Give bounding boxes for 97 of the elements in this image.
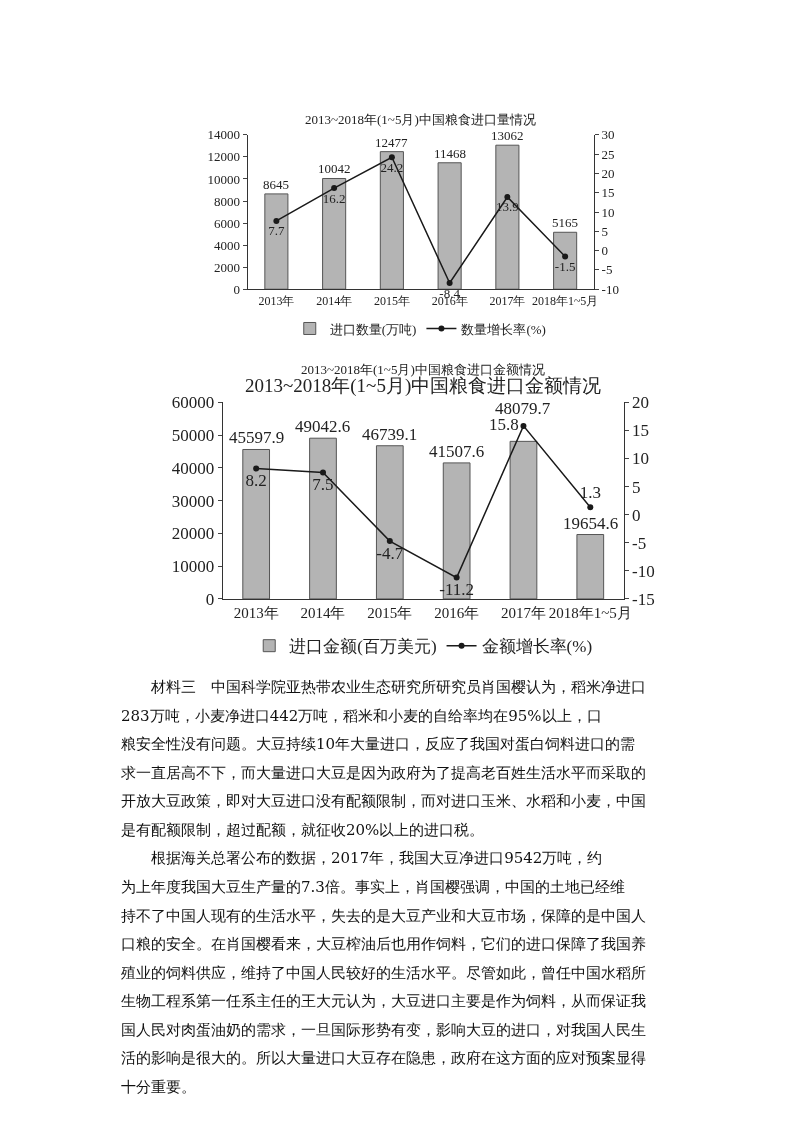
y2-tick-label: -5 [632, 533, 647, 553]
bar [576, 534, 605, 599]
point [388, 154, 395, 161]
data-label: 19654.6 [563, 514, 619, 533]
y2-tick-label: -10 [632, 561, 655, 581]
x-tick-label: 2017年 [489, 293, 526, 308]
y-tick-label: 40000 [171, 458, 215, 478]
bar [264, 193, 289, 290]
point [562, 253, 569, 260]
bar [495, 144, 520, 290]
data-label: 49042.6 [295, 417, 351, 436]
y2-tick-label: 25 [601, 146, 615, 162]
y2-tick-label: 15 [632, 421, 650, 441]
legend-label: 进口数量(万吨) [329, 321, 417, 337]
bar [322, 177, 347, 290]
point [319, 469, 326, 476]
point [273, 217, 280, 224]
data-label: 8645 [263, 177, 289, 192]
x-tick-label: 2015年 [373, 293, 410, 308]
y2-tick-label: -10 [601, 281, 619, 297]
data-label: 7.5 [312, 475, 334, 495]
y-tick-label: 8000 [213, 193, 240, 209]
data-label: 8.2 [245, 471, 267, 491]
y-tick-label: 60000 [171, 393, 215, 413]
x-tick-label: 2018年1~5月 [531, 293, 599, 308]
x-tick-label: 2013年 [258, 293, 295, 308]
x-tick-label: 2013年 [233, 604, 279, 621]
x-tick-label: 2014年 [300, 604, 346, 621]
y2-tick-label: 10 [632, 449, 650, 469]
bar [442, 462, 471, 599]
bar [509, 440, 538, 599]
x-tick-label: 2015年 [367, 604, 413, 621]
data-label: 15.8 [488, 415, 519, 435]
y-tick-label: 0 [205, 589, 215, 609]
y-tick-label: 30000 [171, 491, 215, 511]
chart-subtitle: 2013~2018年(1~5月)中国粮食进口金额情况 [245, 375, 602, 397]
text: 根据海关总署公布的数据，2017年，我国大豆净进口9542万吨，约为上年度我国大豆生产量的7.3倍。事实上，肖国樱强调，中国的土地已经维持不了中国人现有的生活水平，失去的是大豆产业和大豆市场，保障的是中国人口粮的安全。在肖国樱看来，大豆榨油后也用作饲料，它们的进口保障了我国养殖业的饲料供应，维持了中国人民较好的生活水平。尽管如此，曾任中国水稻所生物工程系第一任系主任的王大元认为，大豆进口主要是作为饲料，从而保证我国人民对肉蛋油奶的需求，一旦国际形势有变，影响大豆的进口，对我国人民生活的影响是很大的。所以大量进口大豆存在隐患，政府在这方面的应对预案显得十分重要。 [121, 849, 646, 1096]
chart-title: 2013~2018年(1~5月)中国粮食进口金额情况 [301, 362, 545, 377]
y-tick-label: 12000 [207, 149, 240, 165]
x-tick-label: 2014年 [316, 293, 353, 308]
point [520, 422, 527, 429]
point [386, 538, 393, 545]
y2-tick-label: 10 [601, 204, 615, 220]
data-label: 48079.7 [495, 399, 551, 418]
y-tick-label: 50000 [171, 426, 215, 446]
legend-label: 金额增长率(%) [481, 637, 593, 657]
y-tick-label: 0 [233, 281, 240, 297]
data-label: -4.7 [376, 543, 404, 563]
y2-tick-label: 20 [601, 165, 615, 181]
y-tick-label: 10000 [207, 171, 240, 187]
data-label: -11.2 [439, 580, 475, 600]
x-tick-label: 2018年1~5月 [548, 604, 632, 621]
y2-tick-label: 0 [601, 243, 609, 259]
bar [379, 151, 404, 290]
y2-tick-label: 5 [601, 223, 609, 239]
data-label: 13062 [491, 128, 524, 143]
bar [242, 448, 271, 599]
point [453, 574, 460, 581]
data-label: 5165 [552, 215, 578, 230]
y-tick-label: 10000 [171, 557, 215, 577]
y-tick-label: 20000 [171, 524, 215, 544]
bar [375, 445, 404, 599]
data-label: 45597.9 [229, 428, 285, 447]
x-tick-label: 2017年 [500, 604, 546, 621]
point [253, 465, 260, 472]
legend-label: 进口金额(百万美元) [289, 637, 437, 657]
legend-label: 数量增长率(%) [461, 321, 546, 337]
point [504, 193, 511, 200]
y2-tick-label: 5 [632, 477, 641, 497]
y2-tick-label: 0 [632, 505, 641, 525]
y2-tick-label: 15 [601, 185, 615, 201]
y-tick-label: 4000 [213, 237, 240, 253]
point [446, 280, 453, 287]
x-tick-label: 2016年 [434, 604, 480, 621]
data-label: 7.7 [268, 223, 286, 239]
data-label: 10042 [318, 161, 351, 176]
bar [437, 162, 462, 290]
point [587, 504, 594, 511]
y-tick-label: 2000 [213, 259, 240, 275]
y2-tick-label: -5 [601, 262, 613, 278]
data-label: -1.5 [554, 258, 576, 274]
data-label: 16.2 [322, 190, 346, 206]
text: 材料三 中国科学院亚热带农业生态研究所研究员肖国樱认为，稻米净进口283万吨，小麦净进口442万吨，稻米和小麦的自给率均在95%以上，口粮安全性没有问题。大豆持续10年大量进口，反应了我国对蛋白饲料进口的需求一直居高不下，而大量进口大豆是因为政府为了提高老百姓生活水平而采取的开放大豆政策，即对大豆进口没有配额限制，而对进口玉米、水稻和小麦，中国是有配额限制，超过配额，就征收20%以上的进口税。 [121, 678, 646, 839]
data-label: 11468 [434, 146, 467, 161]
data-label: 12477 [375, 135, 408, 150]
y2-tick-label: 30 [601, 127, 615, 143]
bar [309, 437, 337, 599]
y2-tick-label: 20 [632, 393, 650, 413]
data-label: 1.3 [579, 483, 601, 503]
y2-tick-label: -15 [632, 589, 655, 609]
point [331, 185, 338, 192]
data-label: 46739.1 [362, 425, 418, 444]
y-tick-label: 6000 [213, 215, 240, 231]
chart-title: 2013~2018年(1~5月)中国粮食进口量情况 [305, 112, 536, 127]
bar [553, 231, 578, 290]
data-label: 41507.6 [429, 442, 485, 461]
y-tick-label: 14000 [207, 127, 240, 143]
